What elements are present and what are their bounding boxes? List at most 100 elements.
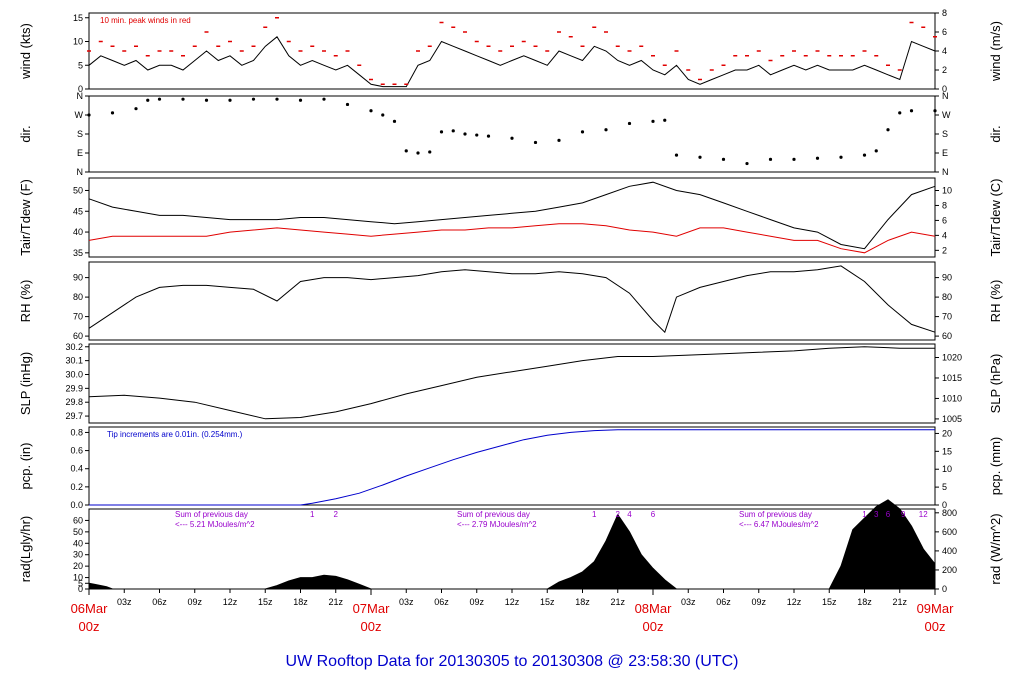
dir-point [416,151,420,155]
y-tick-label-left: 0.6 [70,446,83,456]
y-tick-label-left: 0.0 [70,500,83,510]
y-tick-label-right: 0 [942,584,947,594]
y-tick-label-left: 0.4 [70,464,83,474]
y-tick-label-left: 30.2 [65,342,83,352]
hour-label: 9 [901,510,906,519]
day-label-hour: 00z [361,619,382,634]
y-tick-label-left: S [77,129,83,139]
y-axis-label-left: pcp. (in) [18,443,33,490]
x-tick-label: 09z [751,597,766,607]
x-tick-label: 12z [787,597,802,607]
series-Tair [88,181,936,250]
dir-point [451,129,455,133]
y-axis-label-right: dir. [988,125,1003,142]
y-tick-label-left: E [77,148,83,158]
panel-frame [88,426,936,506]
y-tick-label-right: 1010 [942,393,962,403]
x-tick-label: 18z [575,597,590,607]
day-sum-title: Sum of previous day [739,510,812,519]
dir-point [463,132,467,136]
y-axis-label-left: RH (%) [18,280,33,323]
panel-wind: 0 5 10 15 0 2 4 6 8 wind (kts) wind (m/s) 10 min. p… [18,8,1003,94]
x-tick-label: 15z [258,597,273,607]
dir-point [862,153,867,157]
dir-point [721,157,726,161]
y-tick-label-left: 29.7 [65,411,83,421]
y-axis-label-left: Tair/Tdew (F) [18,179,33,256]
dir-point [475,133,479,137]
panel-pcp: 0.0 0.2 0.4 0.6 0.8 0 5 10 15 20 pcp. (in) pcp. (mm… [18,426,1003,510]
x-tick-label: 21z [610,597,625,607]
day-sum-title: Sum of previous day [457,510,530,519]
dir-point [933,109,937,113]
hour-label: 2 [334,510,339,519]
y-tick-label-right: 6 [942,215,947,225]
dir-point [886,128,890,132]
y-tick-label-right: 200 [942,565,957,575]
dir-point [157,97,162,101]
x-tick-label: 21z [892,597,907,607]
series-radiation [88,499,936,590]
panel-frame [88,261,936,341]
y-tick-label-right: 1015 [942,373,962,383]
y-tick-label-right: 600 [942,527,957,537]
dir-point [381,113,385,117]
panel-annotation: 10 min. peak winds in red [100,16,191,25]
y-tick-label-left: 40 [73,538,83,548]
y-tick-label-right: 4 [942,230,947,240]
panel-frame [88,343,936,424]
y-axis-label-left: wind (kts) [18,23,33,80]
dir-point [663,118,667,122]
y-tick-label-right: 70 [942,312,952,322]
y-tick-label-left: 50 [73,527,83,537]
hour-label: 4 [627,510,632,519]
y-tick-label-right: 2 [942,65,947,75]
dir-point [627,121,632,126]
x-tick-label: 21z [328,597,343,607]
y-tick-label-left: 70 [73,312,83,322]
dir-point [792,157,796,161]
y-tick-label-left: 5 [78,578,83,588]
dir-point [369,109,373,113]
y-axis-label-left: rad(Lgly/hr) [18,516,33,582]
day-label-date: 07Mar [353,601,391,616]
chart-title: UW Rooftop Data for 20130305 to 20130308… [286,653,739,670]
x-tick-label: 09z [187,597,202,607]
y-axis-label-right: wind (m/s) [988,21,1003,82]
y-axis-label-right: RH (%) [988,280,1003,323]
y-tick-label-left: 0.2 [70,482,83,492]
x-tick-label: 18z [293,597,308,607]
y-tick-label-right: 5 [942,482,947,492]
dir-point [510,136,514,140]
y-tick-label-right: 90 [942,273,952,283]
y-tick-label-right: 10 [942,464,952,474]
panel-annotation: Tip increments are 0.01in. (0.254mm.) [107,430,243,439]
panel-temp: 35 40 45 50 2 4 6 8 10 Tair/Tdew (F) Tair/Tdew (C) [18,177,1003,258]
hour-label: 3 [874,510,879,519]
y-tick-label-left: W [75,110,84,120]
day-label-date: 06Mar [71,601,109,616]
dir-point [87,113,91,117]
dir-point [698,155,702,159]
y-tick-label-right: 20 [942,428,952,438]
panel-rh: 60 70 80 90 60 70 80 90 RH (%) RH (%) [18,261,1003,341]
series-Tdew [88,223,936,254]
hour-label: 6 [651,510,656,519]
dir-point [674,153,679,157]
dir-point [204,98,209,102]
x-tick-label: 06z [152,597,167,607]
panel-frame [88,177,936,258]
dir-point [275,97,279,101]
x-tick-label: 03z [117,597,132,607]
y-tick-label-left: 5 [78,60,83,70]
y-tick-label-left: 10 [73,37,83,47]
dir-point [486,134,491,138]
dir-point [439,130,444,134]
y-tick-label-left: 15 [73,13,83,23]
y-tick-label-right: 0 [942,84,947,94]
y-tick-label-left: 29.8 [65,397,83,407]
y-tick-label-left: 60 [73,331,83,341]
